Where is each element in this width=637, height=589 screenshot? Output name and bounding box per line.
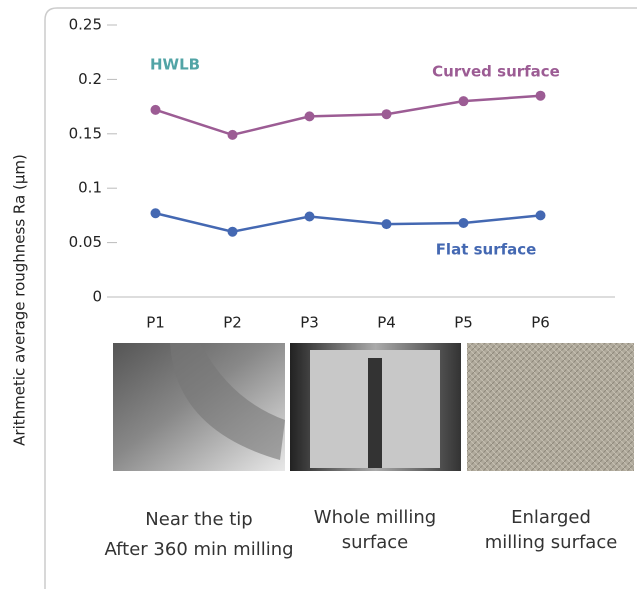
- photo-detail: [368, 358, 382, 468]
- point: [535, 90, 546, 101]
- caption: Whole milling: [314, 507, 436, 528]
- point: [381, 219, 392, 230]
- point: [304, 111, 315, 122]
- series-line: [155, 94, 541, 137]
- caption: Enlarged: [511, 507, 591, 528]
- series-label: Curved surface: [432, 63, 560, 81]
- point: [227, 226, 238, 237]
- y-axis-label: Arithmetic average roughness Ra (μm): [11, 154, 29, 446]
- y-tick-label: 0.05: [69, 233, 102, 251]
- x-tick-label: P2: [223, 314, 242, 332]
- y-tick-label: 0: [92, 288, 102, 306]
- caption: milling surface: [485, 532, 618, 553]
- point: [458, 96, 469, 107]
- caption: surface: [342, 532, 409, 553]
- x-tick-label: P4: [377, 314, 396, 332]
- point: [381, 109, 392, 120]
- series-line: [155, 212, 541, 233]
- x-tick-label: P3: [300, 314, 319, 332]
- x-tick-label: P5: [454, 314, 473, 332]
- x-tick-label: P1: [146, 314, 165, 332]
- point: [458, 218, 469, 229]
- series-label: Flat surface: [436, 241, 537, 259]
- point: [150, 208, 161, 219]
- caption: After 360 min milling: [104, 539, 293, 560]
- caption: Near the tip: [145, 509, 252, 530]
- frame: [44, 7, 637, 589]
- y-tick-label: 0.1: [78, 179, 102, 197]
- y-tick-label: 0.15: [69, 124, 102, 142]
- point: [304, 211, 315, 222]
- annotation: HWLB: [150, 56, 200, 74]
- y-tick-label: 0.2: [78, 70, 102, 88]
- point: [227, 129, 238, 140]
- photo-detail: [170, 343, 285, 460]
- point: [535, 210, 546, 221]
- photo: [467, 343, 634, 471]
- photos: [113, 343, 634, 471]
- x-tick-label: P6: [531, 314, 550, 332]
- point: [150, 104, 161, 115]
- y-tick-label: 0.25: [69, 16, 102, 34]
